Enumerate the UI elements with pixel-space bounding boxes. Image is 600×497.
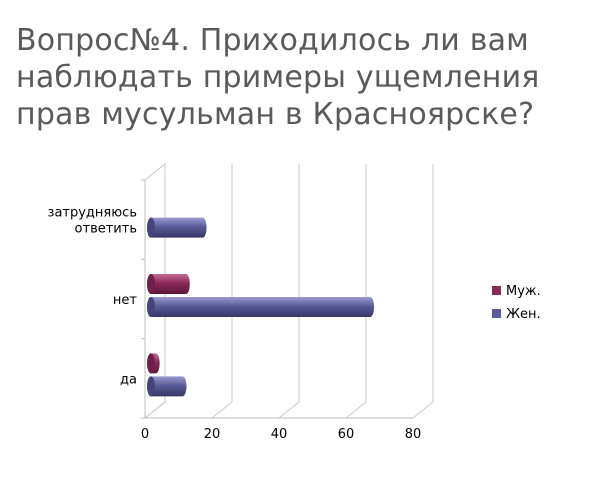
x-tick-label: 20 bbox=[204, 427, 221, 442]
legend-label: Жен. bbox=[506, 307, 541, 322]
floor-gridline bbox=[412, 401, 434, 419]
bar-end-cap bbox=[147, 353, 155, 374]
bar-end-cap bbox=[147, 376, 155, 397]
legend-entry: Муж. bbox=[492, 284, 541, 299]
legend-entry: Жен. bbox=[492, 307, 541, 322]
legend-swatch bbox=[492, 309, 501, 318]
floor-gridline bbox=[211, 401, 233, 419]
bar bbox=[147, 274, 190, 294]
category-label: да bbox=[120, 372, 137, 387]
category-label: нет bbox=[113, 293, 137, 308]
bar-end-cap bbox=[147, 274, 155, 294]
bar bbox=[147, 376, 187, 397]
bar-end-cap bbox=[147, 297, 155, 317]
legend-swatch bbox=[492, 286, 501, 295]
bar-body bbox=[147, 274, 190, 294]
bar bbox=[147, 217, 207, 238]
x-tick-label: 80 bbox=[405, 427, 422, 442]
legend-label: Муж. bbox=[506, 284, 541, 299]
bar-body bbox=[147, 376, 187, 397]
bar-body bbox=[147, 297, 375, 317]
bar bbox=[147, 297, 375, 317]
chart-title: Вопрос№4. Приходилось ли вам наблюдать п… bbox=[16, 23, 540, 132]
x-tick-label: 0 bbox=[141, 427, 149, 442]
bar-end-cap bbox=[147, 217, 155, 238]
x-tick-label: 40 bbox=[271, 427, 288, 442]
floor-gridline bbox=[345, 401, 367, 419]
x-tick-label: 60 bbox=[338, 427, 355, 442]
bar bbox=[147, 353, 160, 374]
category-label: затрудняюсь ответить bbox=[48, 206, 137, 237]
bar-body bbox=[147, 217, 207, 238]
floor-gridline bbox=[278, 401, 300, 419]
